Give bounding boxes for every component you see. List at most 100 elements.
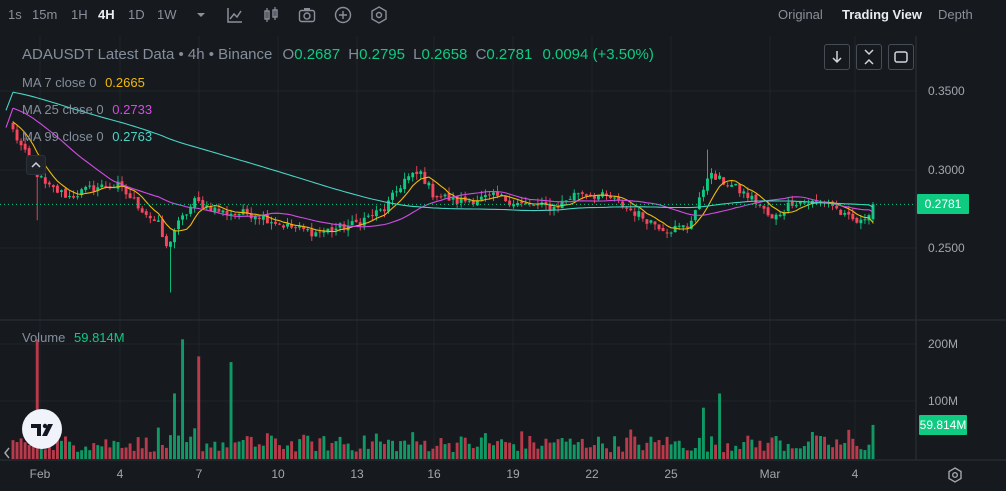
- candle-body: [80, 189, 84, 196]
- candle-body: [314, 232, 318, 237]
- volume-bar: [786, 444, 790, 459]
- ma7-value: 0.2665: [105, 75, 145, 90]
- candle-body: [633, 211, 637, 216]
- chevron-down-icon[interactable]: [191, 5, 211, 25]
- volume-bar: [508, 442, 512, 459]
- date-label-4: 13: [350, 467, 364, 481]
- arrow-down-icon: [832, 51, 842, 64]
- candle-body: [128, 193, 132, 199]
- volume-bar: [669, 444, 673, 459]
- volume-bar: [722, 452, 726, 459]
- candle-body: [395, 191, 399, 193]
- volume-bar: [552, 442, 556, 459]
- ma7-legend: MA 7 close 0 0.2665: [22, 75, 145, 90]
- volume-bar: [512, 444, 516, 459]
- candle-body: [96, 187, 100, 191]
- volume-bar: [843, 442, 847, 459]
- volume-bar: [249, 436, 253, 459]
- candle-body: [39, 176, 43, 178]
- candle-body: [342, 224, 346, 230]
- date-label-3: 10: [271, 467, 285, 481]
- chart-settings-icon[interactable]: [946, 466, 964, 484]
- view-tab-depth[interactable]: Depth: [938, 7, 973, 22]
- volume-bar: [310, 441, 314, 459]
- volume-bar: [520, 431, 524, 459]
- candle-body: [657, 224, 661, 230]
- candle-body: [19, 140, 23, 146]
- scroll-down-button[interactable]: [824, 44, 850, 70]
- volume-bar: [689, 450, 693, 459]
- candle-body: [706, 178, 709, 191]
- price-axis-label-0.35: 0.3500: [928, 84, 965, 98]
- volume-bar: [750, 439, 754, 459]
- candle-body: [475, 200, 479, 206]
- volume-bar: [548, 442, 552, 459]
- timeframe-1d[interactable]: 1D: [128, 7, 145, 22]
- collapse-legend-icon[interactable]: [26, 155, 46, 175]
- timeframe-15m[interactable]: 15m: [32, 7, 58, 22]
- volume-bar: [560, 438, 564, 459]
- candle-body: [592, 195, 596, 199]
- view-tab-trading-view[interactable]: Trading View: [842, 7, 922, 22]
- candle-body: [714, 173, 717, 180]
- candle-body: [100, 184, 104, 188]
- timeframe-1w[interactable]: 1W: [157, 7, 177, 22]
- candle-body: [815, 200, 818, 202]
- candle-body: [55, 185, 59, 193]
- settings-hex-icon[interactable]: [369, 5, 389, 25]
- candle-body: [366, 215, 370, 217]
- open-label: O: [282, 46, 295, 63]
- volume-bar: [136, 437, 140, 459]
- candle-body: [734, 183, 738, 186]
- candle-type-icon[interactable]: [261, 5, 281, 25]
- volume-bar: [245, 436, 249, 459]
- candle-body: [576, 193, 580, 195]
- candle-body: [354, 219, 358, 222]
- indicator-icon[interactable]: [225, 5, 245, 25]
- volume-bar: [806, 441, 810, 459]
- candle-body: [132, 197, 136, 199]
- volume-bar: [387, 439, 390, 459]
- candlestick-chart[interactable]: [0, 30, 1006, 491]
- candle-body: [387, 200, 390, 212]
- add-icon[interactable]: [333, 5, 353, 25]
- volume-bar: [827, 444, 831, 459]
- volume-bar: [47, 440, 51, 459]
- volume-bar: [96, 445, 100, 459]
- timeframe-1s[interactable]: 1s: [8, 7, 22, 22]
- candle-body: [451, 196, 455, 200]
- fullscreen-button[interactable]: [888, 44, 914, 70]
- candle-body: [407, 176, 411, 181]
- candle-body: [213, 207, 217, 213]
- volume-bar: [847, 429, 851, 459]
- candle-body: [92, 185, 96, 191]
- ma25-line-tail: [5, 107, 14, 128]
- candle-body: [758, 204, 762, 206]
- candle-body: [169, 241, 172, 247]
- candle-body: [221, 210, 225, 213]
- volume-bar: [435, 445, 439, 459]
- timeframe-1h[interactable]: 1H: [71, 7, 88, 22]
- view-tab-original[interactable]: Original: [778, 7, 823, 22]
- volume-bar: [766, 442, 770, 459]
- volume-bar: [536, 448, 540, 459]
- collapse-button[interactable]: [856, 44, 882, 70]
- candle-body: [504, 196, 508, 202]
- volume-bar: [758, 440, 762, 459]
- volume-bar: [330, 442, 334, 459]
- volume-bar: [366, 448, 370, 459]
- candle-body: [306, 229, 310, 231]
- candle-body: [584, 194, 588, 196]
- volume-bar: [778, 440, 782, 459]
- screenshot-icon[interactable]: [297, 5, 317, 25]
- scroll-left-icon[interactable]: [2, 445, 12, 461]
- volume-bar: [710, 436, 713, 459]
- volume-bar: [815, 435, 818, 459]
- candle-body: [843, 213, 847, 215]
- volume-bar: [455, 442, 459, 459]
- candle-body: [637, 211, 641, 217]
- candle-body: [116, 181, 120, 189]
- candle-body: [177, 220, 180, 230]
- timeframe-4h[interactable]: 4H: [98, 7, 115, 22]
- price-axis-label-0.25: 0.2500: [928, 241, 965, 255]
